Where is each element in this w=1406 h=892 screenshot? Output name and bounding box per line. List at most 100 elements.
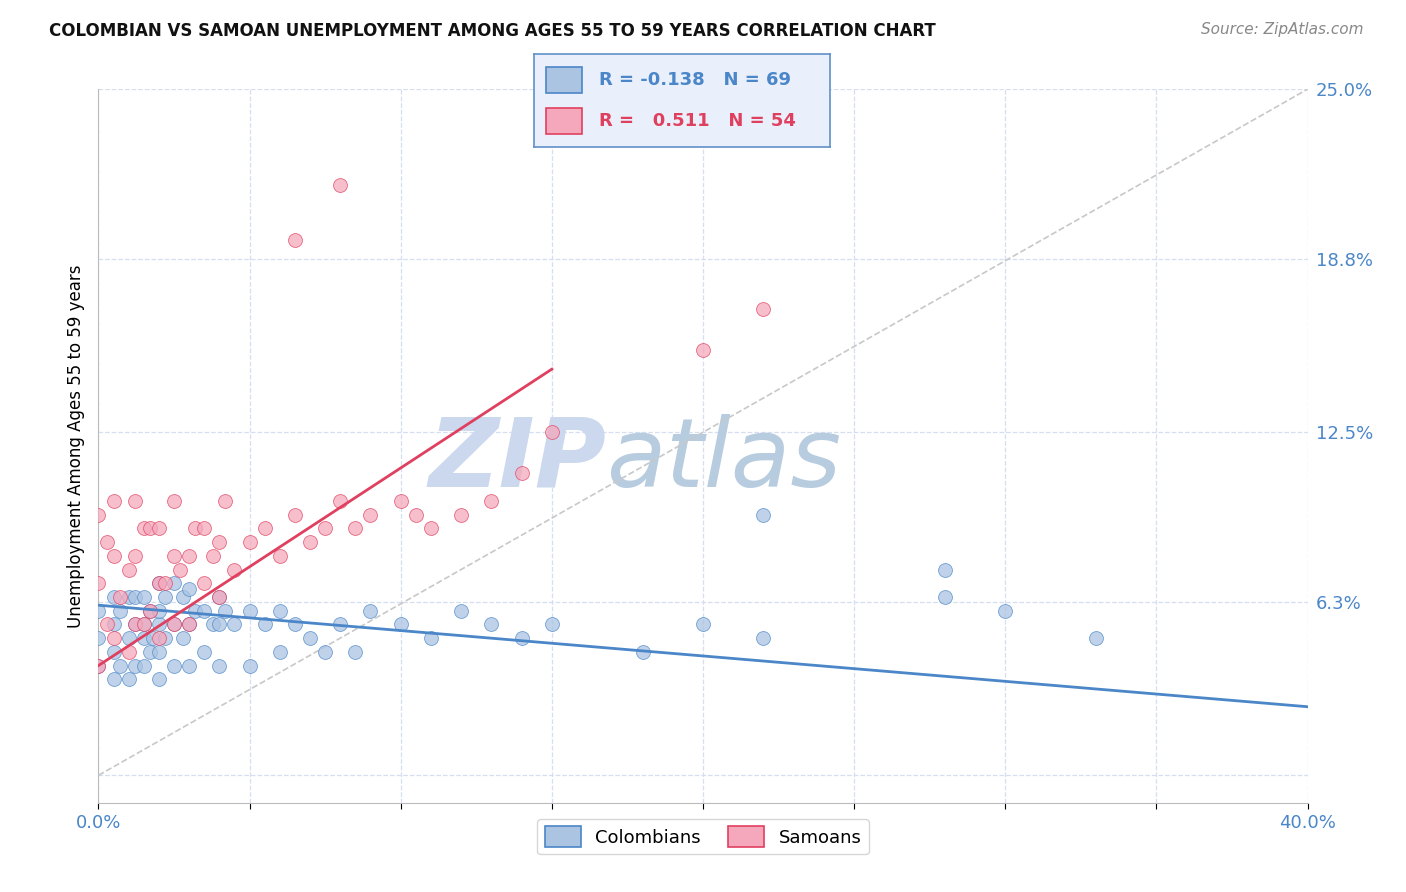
Point (108, 658, 131, 673)
Point (124, 658, 146, 673)
Point (139, 645, 162, 659)
Point (329, 178, 352, 193)
Point (299, 631, 322, 645)
Point (124, 617, 146, 632)
Point (934, 562, 956, 576)
Point (752, 631, 775, 645)
Point (208, 658, 231, 673)
Point (239, 658, 262, 673)
Point (253, 617, 276, 632)
Point (148, 617, 170, 632)
Y-axis label: Unemployment Among Ages 55 to 59 years: Unemployment Among Ages 55 to 59 years (66, 264, 84, 628)
Point (450, 604, 472, 618)
Point (132, 658, 155, 673)
Point (163, 494, 186, 508)
Text: COLOMBIAN VS SAMOAN UNEMPLOYMENT AMONG AGES 55 TO 59 YEARS CORRELATION CHART: COLOMBIAN VS SAMOAN UNEMPLOYMENT AMONG A… (49, 22, 936, 40)
Point (389, 494, 412, 508)
Point (481, 494, 503, 508)
Point (329, 494, 352, 508)
Point (253, 521, 276, 535)
Point (239, 604, 262, 618)
Text: Source: ZipAtlas.com: Source: ZipAtlas.com (1201, 22, 1364, 37)
FancyBboxPatch shape (546, 67, 582, 93)
Point (405, 508, 427, 522)
Point (103, 645, 125, 659)
Point (214, 494, 236, 508)
Point (87, 631, 110, 645)
Point (124, 494, 146, 508)
Legend: Colombians, Samoans: Colombians, Samoans (537, 819, 869, 855)
Point (87, 508, 110, 522)
Point (450, 508, 472, 522)
Point (193, 576, 215, 591)
Point (87, 604, 110, 618)
Point (224, 562, 246, 576)
Point (139, 604, 162, 618)
Point (193, 645, 215, 659)
Text: R =   0.511   N = 54: R = 0.511 N = 54 (599, 112, 796, 130)
Point (124, 617, 146, 632)
Point (118, 562, 141, 576)
Text: R = -0.138   N = 69: R = -0.138 N = 69 (599, 70, 792, 88)
Point (208, 590, 231, 604)
Point (420, 521, 443, 535)
Point (172, 590, 194, 604)
Point (269, 549, 291, 563)
Point (96, 535, 118, 549)
Point (184, 521, 207, 535)
Point (344, 521, 367, 535)
Point (103, 549, 125, 563)
Point (148, 521, 170, 535)
Point (692, 343, 714, 357)
Point (163, 617, 186, 632)
Point (153, 631, 176, 645)
Point (214, 604, 236, 618)
Point (124, 590, 146, 604)
Point (752, 508, 775, 522)
Point (540, 425, 562, 440)
Point (360, 604, 382, 618)
Point (103, 631, 125, 645)
Point (344, 645, 367, 659)
Point (103, 673, 125, 687)
Point (87, 658, 110, 673)
Point (389, 617, 412, 632)
Point (202, 549, 225, 563)
Text: atlas: atlas (606, 414, 841, 507)
Point (87, 658, 110, 673)
Point (148, 604, 170, 618)
Point (132, 617, 155, 632)
Point (179, 549, 201, 563)
Point (329, 617, 352, 632)
Point (208, 590, 231, 604)
Point (118, 673, 141, 687)
Point (118, 645, 141, 659)
Point (96, 617, 118, 632)
Point (314, 521, 336, 535)
Point (172, 631, 194, 645)
Point (118, 631, 141, 645)
Point (179, 617, 201, 632)
Point (148, 576, 170, 591)
Point (169, 562, 191, 576)
Point (139, 521, 162, 535)
Point (103, 590, 125, 604)
Point (752, 301, 775, 316)
Point (103, 617, 125, 632)
Point (132, 590, 155, 604)
Point (510, 631, 533, 645)
Point (87, 576, 110, 591)
Point (132, 521, 155, 535)
Point (153, 590, 176, 604)
Point (163, 549, 186, 563)
Point (208, 535, 231, 549)
Point (148, 576, 170, 591)
Point (360, 508, 382, 522)
Point (124, 549, 146, 563)
Point (179, 617, 201, 632)
Point (148, 645, 170, 659)
Text: ZIP: ZIP (429, 414, 606, 507)
Point (148, 673, 170, 687)
Point (239, 535, 262, 549)
Point (184, 604, 207, 618)
